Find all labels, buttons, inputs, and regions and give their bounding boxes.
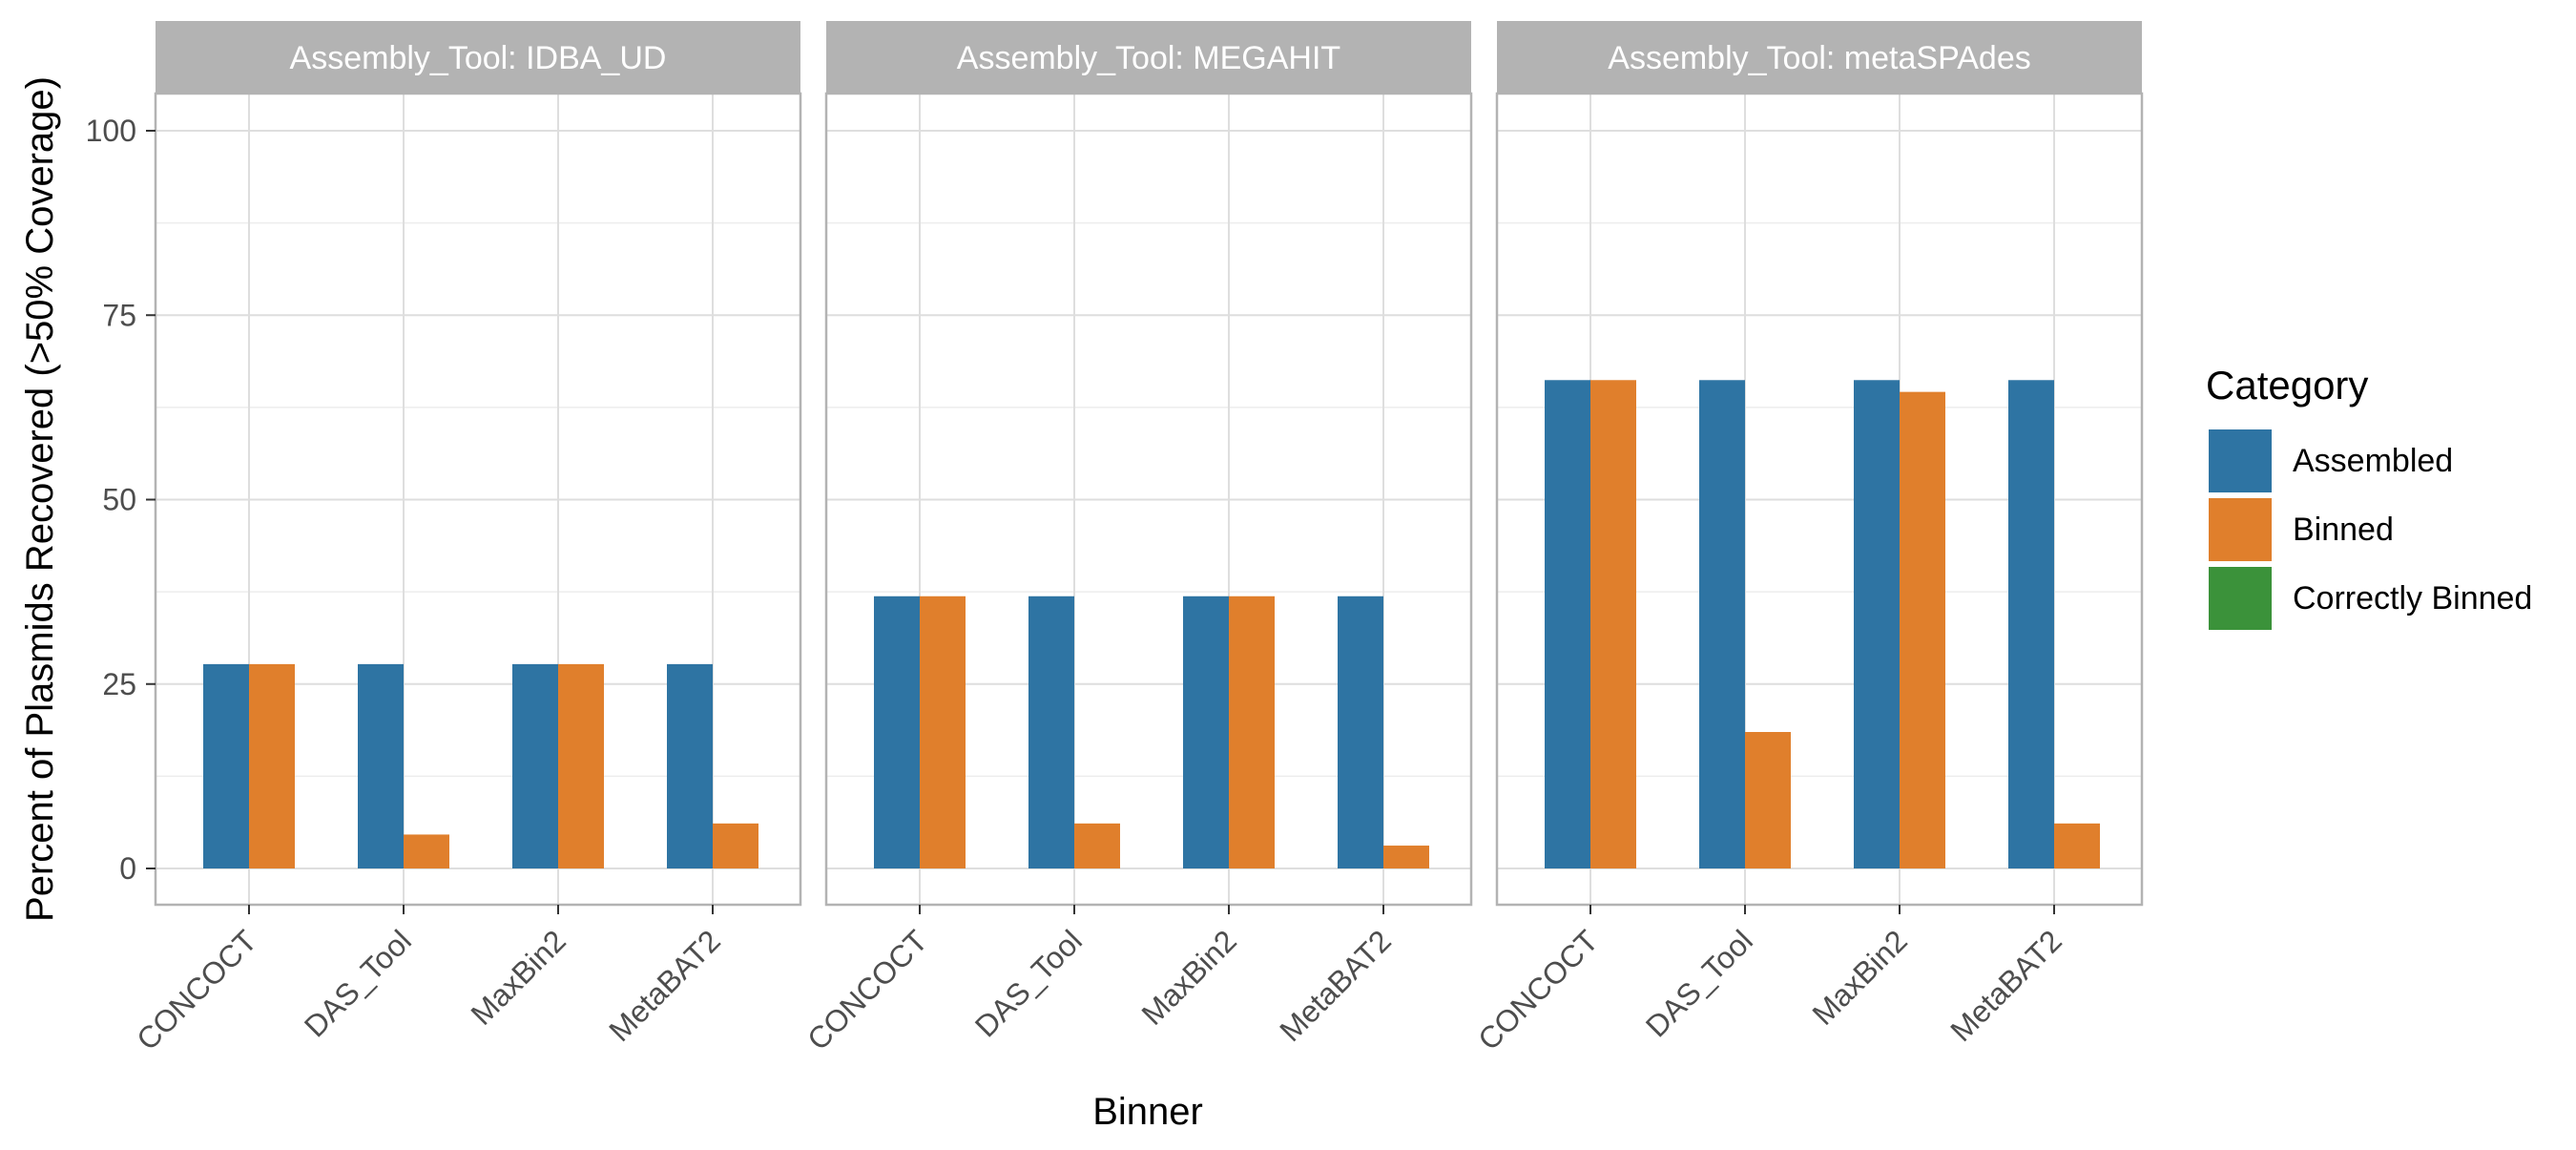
bar-assembled — [1699, 380, 1745, 868]
bar-assembled — [512, 663, 558, 868]
y-axis-title: Percent of Plasmids Recovered (>50% Cove… — [19, 76, 61, 922]
x-tick-label: DAS_Tool — [298, 923, 418, 1043]
facet-strip — [156, 21, 800, 94]
x-tick-label: DAS_Tool — [1639, 923, 1759, 1043]
bar-assembled — [2008, 380, 2054, 868]
y-tick-label: 25 — [102, 667, 136, 701]
x-tick-label: CONCOCT — [800, 923, 934, 1056]
facet-strip-label: Assembly_Tool: MEGAHIT — [957, 40, 1340, 76]
x-tick-label: MaxBin2 — [1134, 923, 1242, 1031]
legend-swatch — [2209, 498, 2272, 561]
bar-binned — [2054, 823, 2100, 868]
x-axis-title: Binner — [1092, 1091, 1203, 1133]
facet-strip — [1497, 21, 2142, 94]
bar-assembled — [667, 663, 713, 868]
legend-swatch — [2209, 567, 2272, 630]
x-tick-label: MaxBin2 — [464, 923, 571, 1031]
y-tick-label: 100 — [86, 114, 136, 148]
bar-assembled — [1028, 596, 1074, 868]
bar-assembled — [1854, 380, 1900, 868]
legend-label: Correctly Binned — [2293, 580, 2532, 617]
legend-title: Category — [2206, 363, 2368, 408]
x-tick-label: MaxBin2 — [1805, 923, 1913, 1031]
bar-binned — [1900, 391, 1945, 868]
bar-binned — [1383, 846, 1429, 868]
bar-binned — [1590, 380, 1636, 868]
bar-binned — [1229, 596, 1275, 868]
x-tick-label: CONCOCT — [1471, 923, 1605, 1056]
bar-binned — [1074, 823, 1120, 868]
x-tick-label: DAS_Tool — [968, 923, 1089, 1043]
bar-assembled — [874, 596, 920, 868]
bar-binned — [404, 834, 449, 868]
x-tick-label: MetaBAT2 — [1943, 923, 2068, 1048]
bar-binned — [1745, 731, 1791, 868]
panel-border — [824, 92, 1473, 907]
legend-label: Assembled — [2293, 443, 2453, 479]
facet-strip-label: Assembly_Tool: IDBA_UD — [290, 40, 667, 76]
x-tick-label: MetaBAT2 — [602, 923, 727, 1048]
bar-assembled — [358, 663, 404, 868]
legend-swatch — [2209, 429, 2272, 492]
y-tick-label: 50 — [102, 483, 136, 517]
bar-binned — [920, 596, 966, 868]
bar-assembled — [1545, 380, 1590, 868]
x-tick-label: CONCOCT — [130, 923, 263, 1056]
facet-strip — [826, 21, 1471, 94]
bar-binned — [249, 663, 295, 868]
y-tick-label: 75 — [102, 298, 136, 332]
bar-binned — [558, 663, 604, 868]
bar-assembled — [1183, 596, 1229, 868]
panel-border — [1495, 92, 2144, 907]
legend-label: Binned — [2293, 512, 2394, 548]
bar-assembled — [203, 663, 249, 868]
facet-strip-label: Assembly_Tool: metaSPAdes — [1608, 40, 2030, 76]
x-tick-label: MetaBAT2 — [1273, 923, 1398, 1048]
y-tick-label: 0 — [119, 851, 136, 886]
bar-assembled — [1338, 596, 1383, 868]
bar-binned — [713, 823, 758, 868]
